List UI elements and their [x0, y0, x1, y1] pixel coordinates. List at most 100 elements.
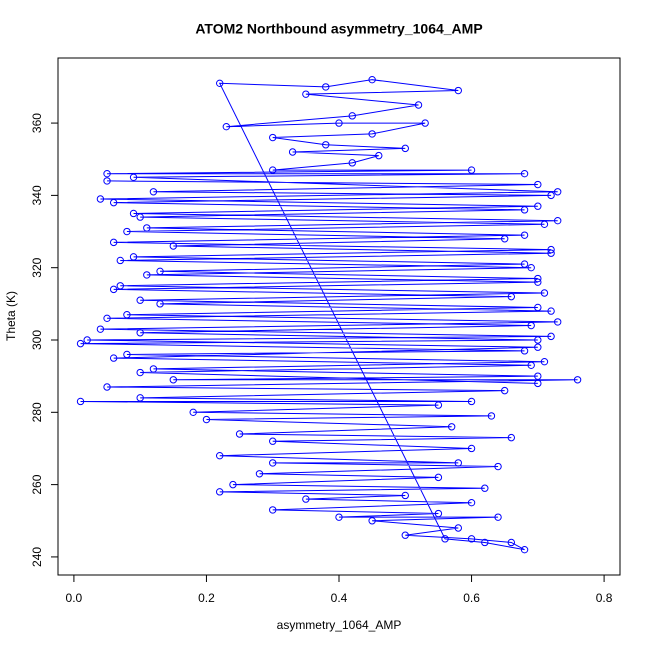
data-point: [269, 133, 277, 142]
data-point: [534, 278, 542, 286]
data-point: [520, 231, 529, 239]
data-point: [129, 173, 138, 182]
data-point: [421, 119, 429, 127]
data-point: [534, 274, 542, 283]
data-point: [136, 329, 144, 337]
data-point: [500, 386, 509, 395]
data-point: [109, 198, 118, 207]
data-point: [348, 112, 356, 120]
data-point: [434, 401, 443, 409]
data-point: [129, 253, 138, 261]
data-point: [322, 83, 330, 91]
data-point: [527, 321, 535, 330]
data-point: [534, 180, 542, 189]
data-point: [123, 227, 131, 236]
x-tick-label: 0.4: [331, 591, 348, 605]
data-point: [534, 202, 542, 210]
data-point: [507, 292, 516, 301]
data-point: [547, 245, 555, 254]
data-line: [80, 79, 578, 551]
data-point: [269, 166, 277, 174]
data-point: [534, 379, 542, 388]
data-point: [507, 433, 516, 442]
data-point: [229, 480, 237, 489]
data-point: [269, 437, 277, 445]
data-point: [322, 141, 330, 149]
data-point: [540, 357, 549, 366]
data-point: [547, 191, 555, 200]
data-point: [96, 325, 105, 333]
data-point: [149, 188, 158, 196]
data-point: [368, 130, 376, 138]
data-point: [136, 368, 144, 377]
data-point: [467, 397, 476, 406]
data-point: [534, 343, 542, 351]
data-point: [375, 151, 383, 160]
data-point: [335, 513, 343, 521]
data-point: [222, 122, 231, 131]
data-point: [467, 535, 476, 543]
data-point: [547, 307, 555, 315]
data-point: [96, 195, 105, 203]
data-point: [103, 169, 111, 178]
data-point: [454, 86, 462, 95]
data-point: [534, 303, 542, 312]
data-point: [368, 75, 376, 84]
data-point: [123, 310, 131, 319]
data-point: [414, 101, 423, 109]
data-point: [481, 484, 489, 492]
y-tick-label: 300: [30, 330, 44, 350]
data-point: [103, 177, 111, 185]
data-point: [547, 332, 555, 341]
data-point: [434, 509, 443, 518]
data-point: [156, 267, 164, 276]
data-point: [540, 289, 549, 297]
x-tick-label: 0.0: [66, 591, 83, 605]
y-axis-label: Theta (K): [4, 291, 18, 341]
data-point: [401, 531, 409, 539]
data-point: [302, 495, 310, 503]
data-point: [520, 260, 529, 268]
data-point: [149, 365, 158, 373]
data-point: [487, 412, 496, 420]
data-point: [520, 545, 529, 554]
data-point: [156, 300, 164, 308]
data-point: [554, 318, 562, 326]
data-point: [441, 535, 449, 543]
data-point: [169, 376, 178, 384]
data-point: [520, 169, 529, 178]
data-point: [454, 459, 462, 467]
x-tick-label: 0.6: [463, 591, 480, 605]
chart-title: ATOM2 Northbound asymmetry_1064_AMP: [195, 21, 482, 37]
data-point: [554, 188, 562, 196]
x-tick-label: 0.2: [198, 591, 215, 605]
data-point: [401, 491, 409, 500]
data-point: [573, 376, 582, 384]
data-point: [500, 235, 509, 243]
data-point: [520, 206, 529, 214]
data-point: [76, 339, 85, 348]
data-point: [507, 538, 516, 547]
y-tick-label: 340: [30, 185, 44, 205]
data-point: [368, 517, 376, 525]
data-point: [401, 144, 409, 153]
data-point: [534, 372, 542, 380]
data-point: [235, 430, 244, 438]
data-point: [554, 216, 562, 225]
data-point: [83, 336, 91, 344]
data-point: [109, 238, 118, 247]
data-point: [189, 408, 197, 417]
y-tick-label: 320: [30, 257, 44, 277]
data-point: [447, 423, 456, 431]
data-point: [76, 397, 85, 406]
data-point: [540, 220, 549, 229]
y-tick-label: 360: [30, 113, 44, 133]
data-point: [136, 213, 144, 221]
data-point: [216, 451, 224, 460]
data-point: [534, 336, 542, 344]
data-point: [269, 459, 277, 467]
data-point: [348, 159, 356, 167]
data-point: [143, 271, 151, 279]
